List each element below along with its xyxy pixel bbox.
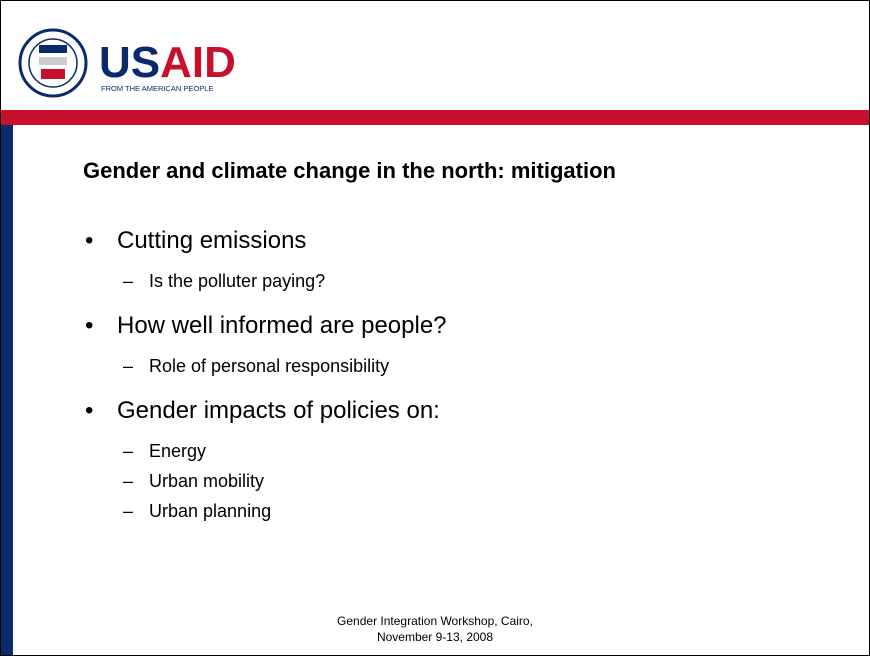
sub-bullet-text: Role of personal responsibility [149,356,390,376]
seal-hands [39,57,67,65]
seal-stripes [41,69,65,79]
bullet-text: How well informed are people? [117,312,447,339]
footer-line: November 9-13, 2008 [376,630,494,644]
slide-title: Gender and climate change in the north: … [83,158,616,183]
bullet-text: Gender impacts of policies on: [117,397,440,424]
logo-word: USAID [99,38,236,87]
bullet: How well informed are people? [85,312,447,340]
bullet: Cutting emissions [85,227,307,255]
seal-label [39,45,67,53]
footer-line: Gender Integration Workshop, Cairo, [337,614,533,628]
sub-bullet: Role of personal responsibility [123,356,389,377]
left-bar [1,125,13,655]
sub-bullet: Urban mobility [123,471,264,492]
logo-us: US [99,38,160,87]
sub-bullet-text: Is the polluter paying? [149,271,326,291]
tagline: FROM THE AMERICAN PEOPLE [101,84,213,93]
sub-bullet: Urban planning [123,501,271,522]
sub-bullet-text: Energy [149,441,207,461]
sub-bullet: Energy [123,441,206,462]
bullet-text: Cutting emissions [117,227,307,254]
sub-bullet: Is the polluter paying? [123,271,325,292]
red-band [1,110,869,125]
bullet: Gender impacts of policies on: [85,397,440,425]
logo-aid: AID [160,38,236,87]
sub-bullet-text: Urban planning [149,501,272,521]
sub-bullet-text: Urban mobility [149,471,265,491]
